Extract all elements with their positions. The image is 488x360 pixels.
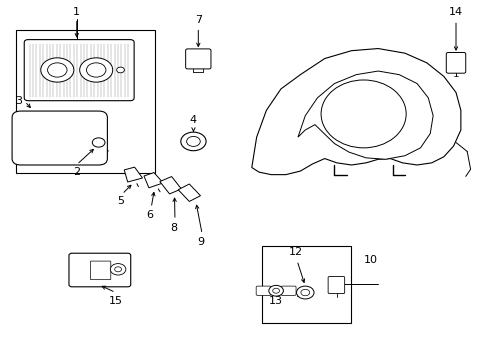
Circle shape [272,288,279,293]
Circle shape [300,289,309,296]
Text: 2: 2 [73,167,80,177]
Circle shape [296,286,313,299]
Text: 15: 15 [108,296,122,306]
FancyBboxPatch shape [185,49,210,69]
Circle shape [186,136,200,147]
Polygon shape [160,176,181,194]
Ellipse shape [321,80,406,148]
Text: 3: 3 [15,96,22,107]
Text: 13: 13 [268,296,283,306]
Text: 9: 9 [197,237,204,247]
Polygon shape [251,49,460,175]
FancyBboxPatch shape [90,261,111,280]
Text: 10: 10 [363,255,377,265]
Polygon shape [124,167,142,182]
Text: 4: 4 [189,114,197,125]
Circle shape [92,138,105,147]
FancyBboxPatch shape [69,253,130,287]
Text: 1: 1 [73,8,80,18]
Circle shape [86,63,106,77]
Bar [16,30,154,173]
Polygon shape [178,184,200,202]
FancyBboxPatch shape [12,111,107,165]
FancyBboxPatch shape [327,276,344,294]
Circle shape [268,285,283,296]
Circle shape [47,63,67,77]
FancyBboxPatch shape [281,286,295,296]
Text: 14: 14 [448,8,462,18]
Text: 6: 6 [146,210,153,220]
FancyBboxPatch shape [446,53,465,73]
FancyBboxPatch shape [24,40,134,101]
Circle shape [41,58,74,82]
Bar [261,246,351,323]
Text: 12: 12 [288,247,302,257]
Polygon shape [297,71,432,159]
FancyBboxPatch shape [256,286,271,296]
Circle shape [116,67,124,73]
Text: 11: 11 [295,289,309,299]
Circle shape [80,58,113,82]
Text: 5: 5 [117,196,124,206]
Circle shape [110,264,125,275]
Circle shape [115,267,121,272]
Text: 7: 7 [194,15,202,24]
Circle shape [181,132,205,151]
Text: 8: 8 [170,223,177,233]
Polygon shape [143,172,163,188]
